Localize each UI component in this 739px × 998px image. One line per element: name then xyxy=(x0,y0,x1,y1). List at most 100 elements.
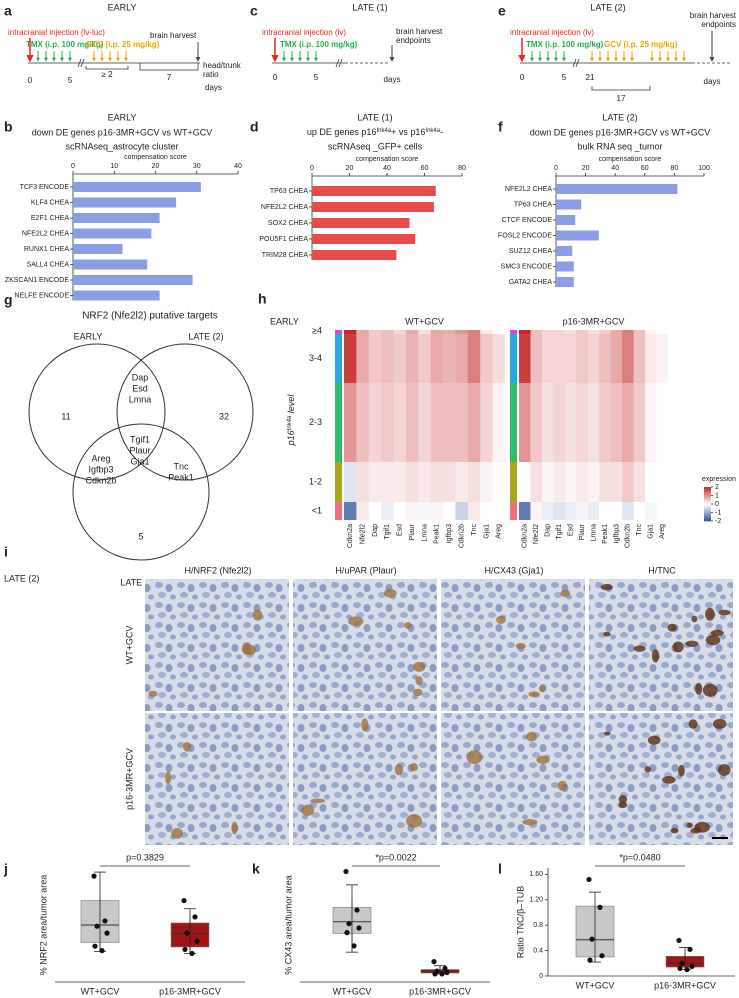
annotation: *p=0.0480 xyxy=(619,852,660,862)
category-label: TRIM28 CHEA xyxy=(262,252,309,259)
y-tick-label: 0 xyxy=(539,973,543,980)
y-tick-label: 1.60 xyxy=(529,871,543,878)
heatmap-cell xyxy=(576,330,589,334)
point xyxy=(104,930,110,936)
heatmap-cell xyxy=(576,334,589,383)
heatmap-cell xyxy=(633,383,646,462)
heatmap-cell xyxy=(541,330,554,334)
y-tick-label: 1.20 xyxy=(529,897,543,904)
micrograph xyxy=(589,713,733,845)
heatmap-cell xyxy=(587,330,600,334)
gcv-arrows xyxy=(590,51,686,62)
heatmap-cell xyxy=(356,383,370,462)
timeline-e: e LATE (2) intracranial injection (lv) T… xyxy=(498,2,737,103)
gcv-arrows xyxy=(92,51,128,62)
heatmap-cell xyxy=(553,462,566,502)
heatmap-cell xyxy=(530,383,543,462)
column-label: Nfe2l2 xyxy=(359,524,366,544)
heatmap-cell xyxy=(587,502,600,520)
point xyxy=(687,946,693,952)
colorbar-tick-label: -1 xyxy=(715,509,721,516)
stain xyxy=(710,629,724,637)
stain xyxy=(705,607,715,621)
heatmap-cell xyxy=(633,462,646,502)
set-name: LATE (2) xyxy=(188,331,223,341)
heatmap-cell xyxy=(381,502,394,520)
venn: g NRF2 (Nfe2l2) putative targets EARLY L… xyxy=(4,292,254,587)
heatmap-cell xyxy=(492,334,506,383)
heatmap-cell xyxy=(553,334,566,383)
stain xyxy=(310,798,326,803)
stain xyxy=(348,616,364,626)
point xyxy=(676,937,682,944)
text-part: - xyxy=(440,127,443,137)
heatmap-cell xyxy=(541,334,554,383)
y-axis-label: p16Ink4a level xyxy=(286,394,296,447)
gene-label: Esd xyxy=(132,383,148,393)
gene-label: Cdkn2b xyxy=(85,475,116,485)
heatmap-cell xyxy=(356,334,370,383)
heatmap-cell xyxy=(393,462,407,502)
heatmap-cell xyxy=(467,462,481,502)
x-tick-label: 20 xyxy=(152,163,160,170)
bar xyxy=(556,230,599,241)
injection-label: intracranial injection (lv) xyxy=(510,28,594,37)
heatmap-cell xyxy=(393,383,407,462)
stain xyxy=(526,731,538,742)
point xyxy=(182,946,188,953)
heatmap-cell xyxy=(530,334,543,383)
day-label: 7 xyxy=(167,73,172,82)
day-label: 5 xyxy=(562,73,567,82)
column-label: Dap xyxy=(372,524,379,537)
point xyxy=(677,965,683,971)
colorbar-step xyxy=(704,500,711,503)
heatmap-cell xyxy=(492,462,506,502)
heatmap-cell xyxy=(530,502,543,520)
point xyxy=(194,938,200,944)
colorbar-step xyxy=(704,517,711,520)
chart-subtitle: down DE genes p16-3MR+GCV vs WT+GCV xyxy=(530,127,711,137)
heatmap-cell xyxy=(656,502,669,520)
venn-circle xyxy=(116,343,254,481)
colorbar-step xyxy=(704,498,711,501)
heatmap-cell xyxy=(587,383,600,462)
colorbar-step xyxy=(704,487,711,489)
heatmap-cell xyxy=(519,330,531,334)
y-tick-label: 0.4 xyxy=(533,947,543,954)
day-label: 5 xyxy=(68,76,73,85)
heatmap-cell xyxy=(656,330,669,334)
category-label: p16-3MR+GCV xyxy=(159,986,221,996)
category-label: WT+GCV xyxy=(81,986,120,996)
stain xyxy=(466,750,483,765)
column-label: Igfbp3 xyxy=(613,524,620,544)
bar xyxy=(556,184,678,194)
heatmap-cell xyxy=(430,502,444,520)
heatmap-cell xyxy=(610,334,623,383)
point xyxy=(102,918,108,924)
category-label: WT+GCV xyxy=(333,986,372,996)
panel-letter: a xyxy=(4,3,12,19)
bar xyxy=(312,234,416,244)
heatmap-cell xyxy=(430,383,444,462)
harvest-label: endpoints xyxy=(701,20,736,29)
heatmap-cell xyxy=(467,334,481,383)
chart-subtitle: scRNAseq_astrocyte cluster xyxy=(65,141,178,151)
colorbar-step xyxy=(704,504,711,506)
heatmap-cell xyxy=(656,462,669,502)
heatmap-cell xyxy=(564,462,577,502)
colorbar-step xyxy=(704,509,711,512)
heatmap-cell xyxy=(610,462,623,502)
column-label: Gja1 xyxy=(648,524,655,539)
point xyxy=(346,921,352,927)
stain xyxy=(618,801,628,809)
heatmap-cell xyxy=(599,462,611,502)
bar xyxy=(556,277,574,287)
heatmap-cell xyxy=(492,330,506,334)
heatmap-cell xyxy=(405,383,419,462)
panel-letter: c xyxy=(250,3,258,19)
stain xyxy=(231,821,238,835)
set-name: EARLY xyxy=(74,331,103,341)
category-label: TP63 CHEA xyxy=(270,188,308,195)
stain xyxy=(603,731,611,736)
